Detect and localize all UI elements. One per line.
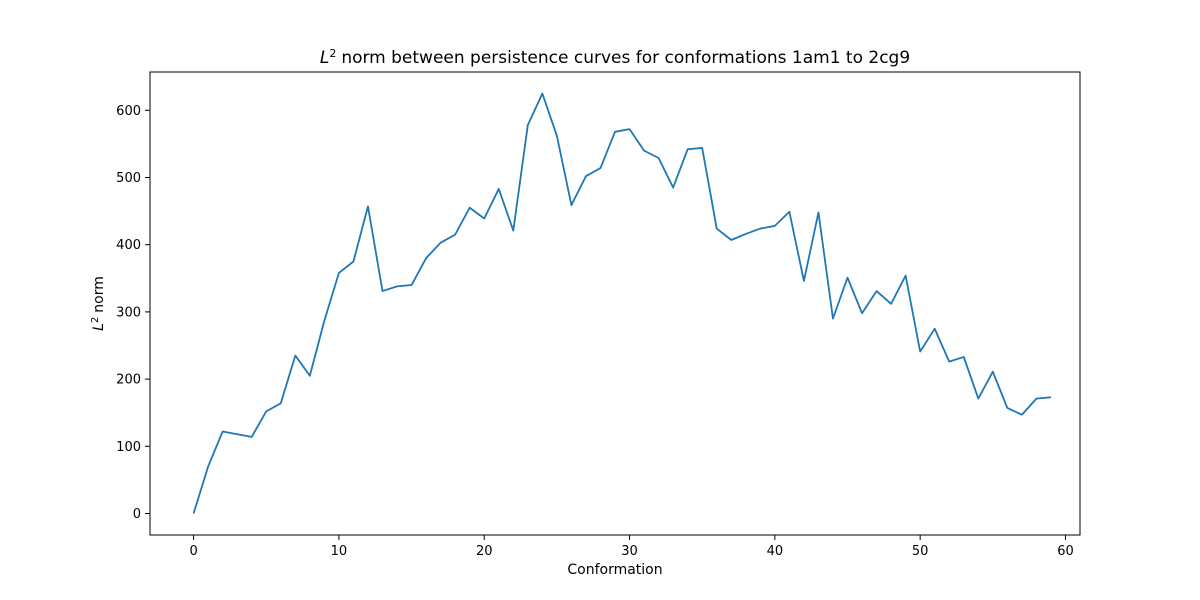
plot-frame <box>149 71 1081 536</box>
chart-title-text: norm between persistence curves for conf… <box>341 48 910 68</box>
y-axis-label: L2 norm <box>90 276 108 331</box>
x-axis-label: Conformation <box>567 562 662 578</box>
series-line <box>192 92 1052 514</box>
y-tick-label: 200 <box>116 373 141 388</box>
x-tick-label: 60 <box>1057 544 1074 559</box>
y-tick-label: 100 <box>116 440 141 455</box>
y-axis-ticks: 0 100 200 300 400 500 600 <box>116 104 150 522</box>
x-tick-label: 40 <box>767 544 784 559</box>
x-tick-label: 0 <box>189 544 197 559</box>
x-tick-label: 10 <box>331 544 348 559</box>
x-tick-label: 50 <box>912 544 929 559</box>
x-tick-label: 20 <box>476 544 493 559</box>
chart-title-math: L <box>320 48 329 68</box>
y-axis-label-math: L <box>91 323 107 331</box>
y-axis-label-sup: 2 <box>90 317 101 323</box>
y-tick-label: 300 <box>116 305 141 320</box>
chart-title: L2 norm between persistence curves for co… <box>320 47 910 69</box>
y-tick-label: 600 <box>116 104 141 119</box>
y-axis-label-text: norm <box>91 276 107 313</box>
y-tick-label: 500 <box>116 171 141 186</box>
x-axis-ticks: 0 10 20 30 40 50 60 <box>189 535 1074 559</box>
x-tick-label: 30 <box>621 544 638 559</box>
y-tick-label: 0 <box>133 507 141 522</box>
y-tick-label: 400 <box>116 238 141 253</box>
chart-title-sup: 2 <box>329 47 336 60</box>
